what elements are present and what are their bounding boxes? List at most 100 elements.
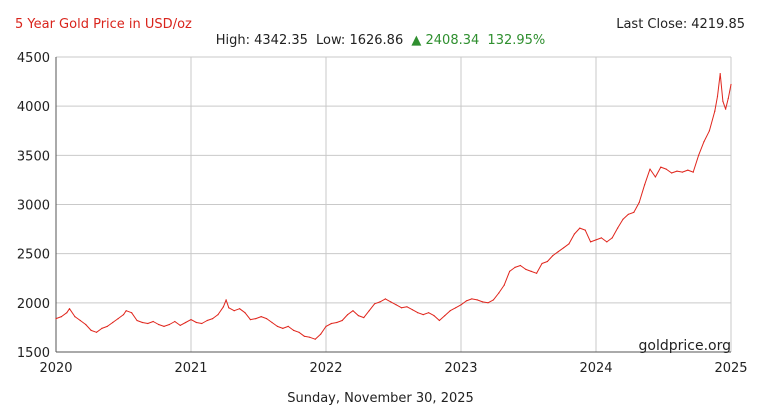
price-point [727,97,729,99]
price-point [320,333,322,335]
price-point [266,318,268,320]
price-point [368,310,370,312]
price-point [225,299,227,301]
y-tick-label: 1500 [17,346,50,361]
price-point [503,284,505,286]
price-point [525,268,527,270]
x-tick-label: 2021 [174,361,207,376]
price-point [212,318,214,320]
change-value: 2408.34 [425,33,480,48]
price-point [147,322,149,325]
price-point [74,316,76,318]
y-tick-label: 4000 [17,100,50,115]
price-point [336,321,338,324]
price-series [55,73,732,340]
price-point [217,314,219,316]
price-point [606,241,608,243]
price-point [590,241,592,243]
price-point [627,213,630,215]
price-point [716,95,719,97]
price-point [293,329,295,331]
x-tick-label: 2020 [39,361,72,376]
price-point [85,323,87,326]
price-point [557,251,559,253]
price-point [492,299,494,301]
price-point [536,272,538,274]
price-point [79,319,81,322]
price-point [633,211,635,213]
price-point [552,255,554,257]
price-point [174,320,176,323]
price-point [379,301,381,303]
price-point [514,266,516,268]
chart-title: 5 Year Gold Price in USD/oz [15,17,192,32]
price-point [352,310,354,312]
high-label: High: [215,33,250,48]
price-point [487,302,489,304]
price-point [117,318,119,320]
price-point [158,323,160,326]
price-point [233,310,235,312]
price-point [541,262,543,265]
y-tick-label: 3500 [17,149,50,164]
price-point [692,171,694,173]
price-point [112,321,114,324]
price-point [433,315,435,317]
price-point [330,322,332,325]
price-point [95,331,98,333]
price-point [357,315,359,317]
price-point [206,319,208,322]
price-point [122,314,125,316]
price-point [671,172,673,174]
price-point [698,154,700,156]
price-point [228,307,230,309]
x-tick-label: 2025 [714,361,747,376]
up-arrow-icon: ▲ [411,33,422,48]
price-point [239,308,241,310]
price-point [498,292,500,294]
price-point [152,320,154,323]
y-tick-label: 3000 [17,199,50,214]
price-point [455,307,457,309]
price-stats: High: 4342.35 Low: 1626.86 ▲ 2408.34 132… [0,33,761,48]
price-point [730,83,732,86]
tick-labels: 1500 2000 2500 3000 3500 4000 4500 2020 2021 2022… [17,51,748,376]
price-point [546,260,549,263]
price-point [255,318,257,320]
price-point [719,73,721,75]
price-point [66,312,68,314]
watermark: goldprice.org [639,338,731,354]
price-point [449,310,451,312]
price-point [341,319,343,322]
price-point [276,325,278,327]
price-point [314,338,316,340]
price-point [644,184,646,186]
price-point [530,270,532,272]
price-point [428,312,430,314]
price-point [303,335,305,337]
low-value: 1626.86 [349,33,404,48]
price-point [90,329,92,331]
price-point [722,100,724,102]
price-point [287,325,289,327]
price-point [201,322,203,325]
price-point [568,243,570,245]
price-point [395,304,397,306]
price-point [390,301,392,303]
x-tick-label: 2022 [309,361,342,376]
price-point [654,176,657,178]
price-point [611,237,613,239]
price-point [422,314,424,316]
price-point [509,270,511,272]
price-point [482,301,484,303]
price-point [579,227,581,229]
y-tick-label: 4500 [17,51,50,66]
price-line [55,73,732,340]
price-point [68,308,71,310]
price-point [384,298,386,300]
price-point [595,239,597,241]
last-close-label: Last Close: [616,17,688,32]
price-point [665,168,667,170]
price-point [125,310,127,312]
